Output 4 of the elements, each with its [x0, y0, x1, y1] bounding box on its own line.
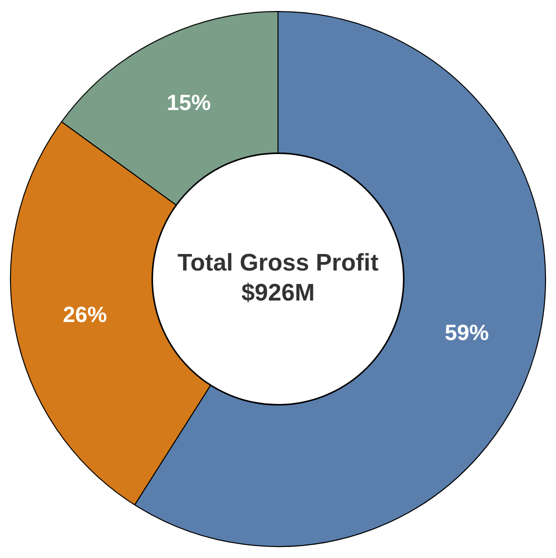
data-label: 59%	[444, 320, 489, 345]
data-label: 15%	[166, 90, 211, 115]
data-label: 26%	[62, 302, 107, 327]
text: Total Gross Profit $926M	[178, 250, 378, 307]
